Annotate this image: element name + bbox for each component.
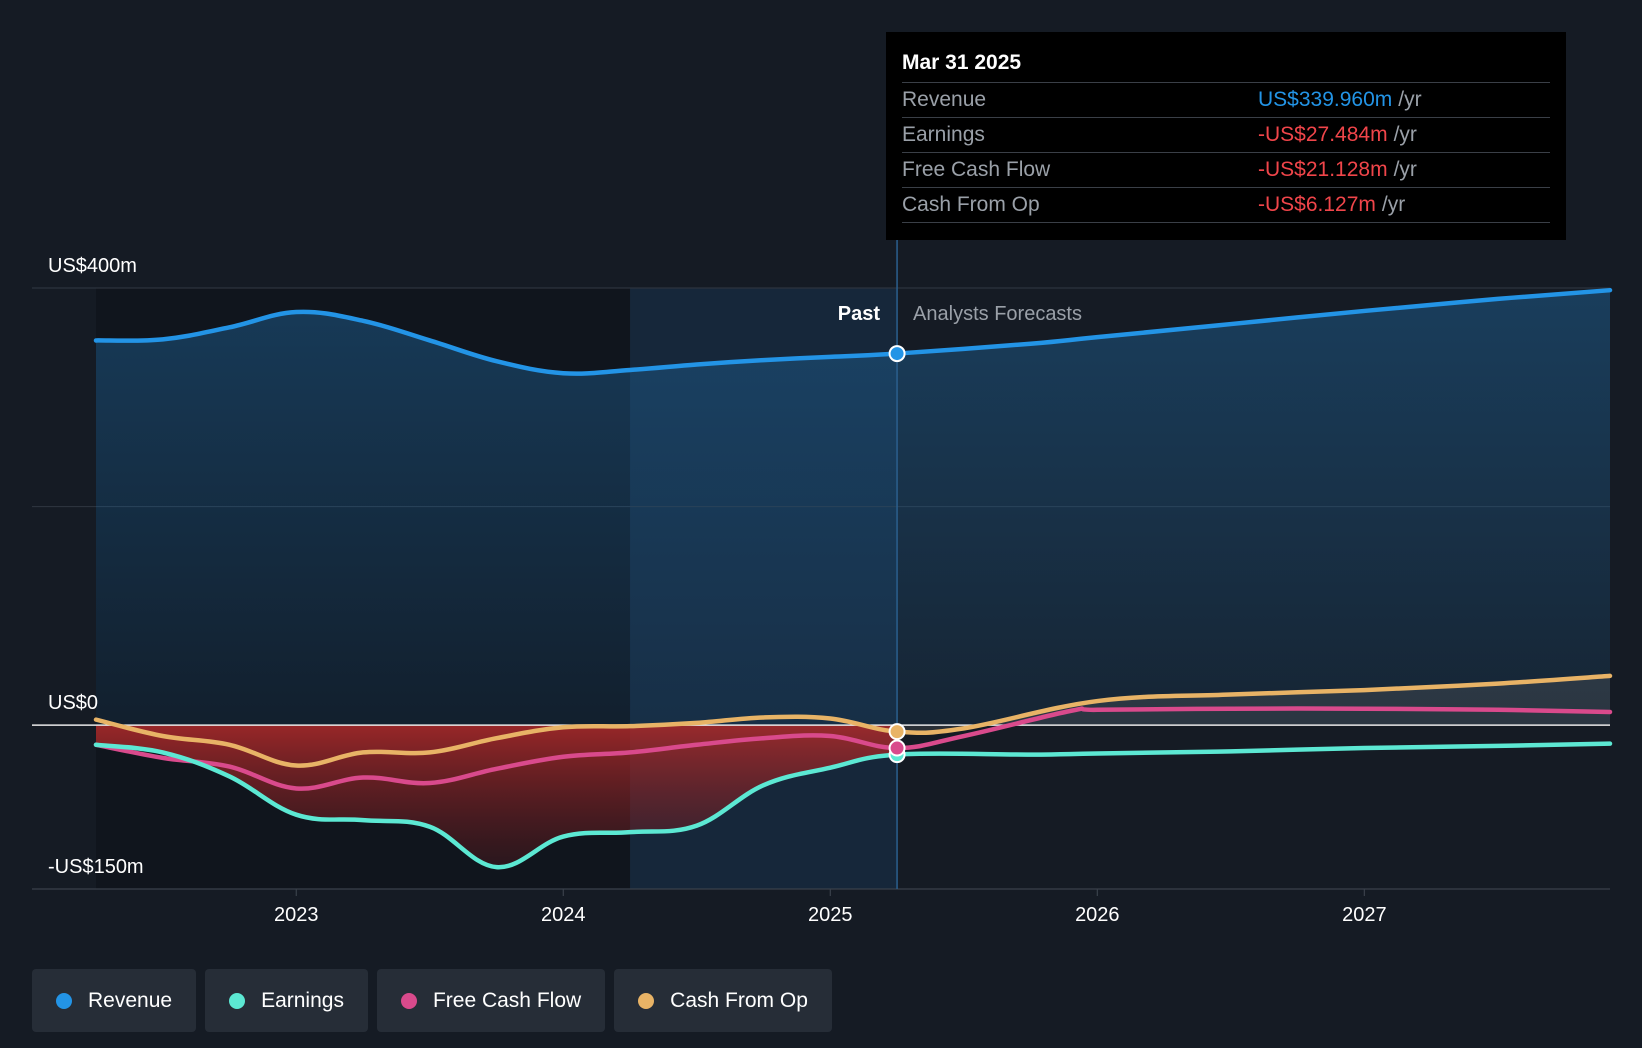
series-line-earnings	[93, 741, 1613, 870]
marker-revenue[interactable]	[888, 345, 906, 363]
legend-item-free-cash-flow[interactable]: Free Cash Flow	[376, 969, 606, 1032]
legend-dot-icon	[229, 992, 246, 1009]
forecast-cash-area	[897, 675, 1610, 732]
legend-dot-icon	[638, 992, 655, 1009]
tooltip-value: -US$27.484m	[1258, 123, 1388, 146]
series-line-cfo	[93, 673, 1613, 768]
legend-dot-icon	[400, 992, 417, 1009]
marker-cfo[interactable]	[888, 723, 906, 741]
tooltip-unit: /yr	[1398, 88, 1422, 111]
tooltip-value: US$339.960m	[1258, 88, 1393, 111]
tooltip-row-revenue: Revenue US$339.960m /yr	[902, 83, 1550, 118]
legend-label: Free Cash Flow	[432, 988, 582, 1012]
markers	[888, 345, 906, 764]
tooltip-unit: /yr	[1393, 158, 1417, 181]
tooltip-date: Mar 31 2025	[902, 46, 1550, 83]
earnings-negative-area	[96, 725, 898, 868]
tooltip-label: Earnings	[902, 123, 985, 146]
chart-canvas: US$400m US$0 -US$150m Past Analysts Fore…	[32, 240, 1613, 926]
series-line-fcf	[93, 706, 1613, 791]
legend-item-revenue[interactable]: Revenue	[32, 969, 197, 1032]
tooltip-label: Free Cash Flow	[902, 158, 1051, 181]
y-axis-zero-label: US$0	[48, 692, 98, 714]
tooltip-label: Revenue	[902, 88, 987, 111]
tooltip-row-cash-from-op: Cash From Op -US$6.127m /yr	[902, 188, 1550, 223]
x-tick-label: 2024	[541, 904, 586, 926]
revenue-area	[96, 290, 1610, 726]
tooltip-label: Cash From Op	[902, 193, 1040, 216]
legend-label: Revenue	[88, 988, 173, 1012]
x-tick-label: 2027	[1342, 904, 1387, 926]
x-tick-label: 2026	[1075, 904, 1120, 926]
x-axis-ticks: 2023 2024 2025 2026 2027	[274, 889, 1387, 926]
legend-dot-icon	[56, 992, 72, 1009]
forecast-label: Analysts Forecasts	[913, 303, 1082, 325]
legend-item-cash-from-op[interactable]: Cash From Op	[614, 969, 832, 1032]
tooltip-value: -US$21.128m	[1258, 158, 1388, 181]
x-tick-label: 2025	[808, 904, 853, 926]
tooltip-row-free-cash-flow: Free Cash Flow -US$21.128m /yr	[902, 153, 1550, 188]
series-line-revenue	[93, 287, 1613, 376]
legend-label: Cash From Op	[670, 988, 808, 1012]
marker-fcf[interactable]	[888, 739, 906, 757]
tooltip-row-earnings: Earnings -US$27.484m /yr	[902, 118, 1550, 153]
x-tick-label: 2023	[274, 904, 319, 926]
legend-label: Earnings	[261, 988, 344, 1012]
series-lines	[93, 287, 1613, 870]
y-axis-bottom-label: -US$150m	[48, 856, 144, 878]
tooltip-unit: /yr	[1381, 193, 1406, 216]
tooltip: Mar 31 2025 Revenue US$339.960m /yr Earn…	[886, 32, 1566, 240]
tooltip-unit: /yr	[1393, 123, 1417, 146]
y-axis-top-label: US$400m	[48, 255, 137, 277]
tooltip-value: -US$6.127m	[1258, 193, 1376, 216]
legend: Revenue Earnings Free Cash Flow Cash Fro…	[32, 969, 832, 1032]
legend-item-earnings[interactable]: Earnings	[205, 969, 368, 1032]
past-label: Past	[838, 303, 881, 325]
